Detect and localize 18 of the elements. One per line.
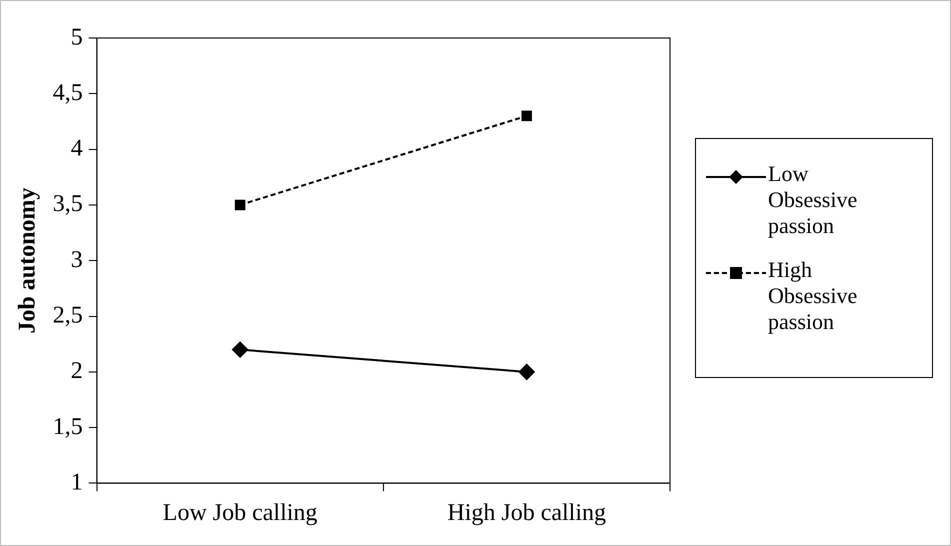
- legend-label: Low Obsessive passion: [768, 161, 858, 239]
- y-tick-label: 2,5: [52, 302, 83, 329]
- y-tick-label: 4,5: [52, 80, 83, 106]
- y-axis-title: Job autonomy: [14, 188, 41, 334]
- x-tick-label: High Job calling: [447, 500, 606, 526]
- x-tick-label: Low Job calling: [162, 500, 318, 526]
- point: [518, 364, 535, 380]
- y-tick-label: 1,5: [52, 414, 83, 440]
- y-tick-label: 2: [70, 358, 83, 384]
- point: [234, 200, 246, 210]
- y-tick-label: 4: [70, 136, 83, 162]
- y-tick-label: 3,5: [52, 191, 83, 218]
- point: [232, 342, 248, 358]
- point: [521, 110, 532, 122]
- legend-label: High Obsessive passion: [768, 257, 858, 335]
- y-tick-label: 1: [70, 469, 83, 496]
- y-tick-label: 5: [70, 24, 83, 50]
- y-tick-label: 3: [70, 246, 83, 273]
